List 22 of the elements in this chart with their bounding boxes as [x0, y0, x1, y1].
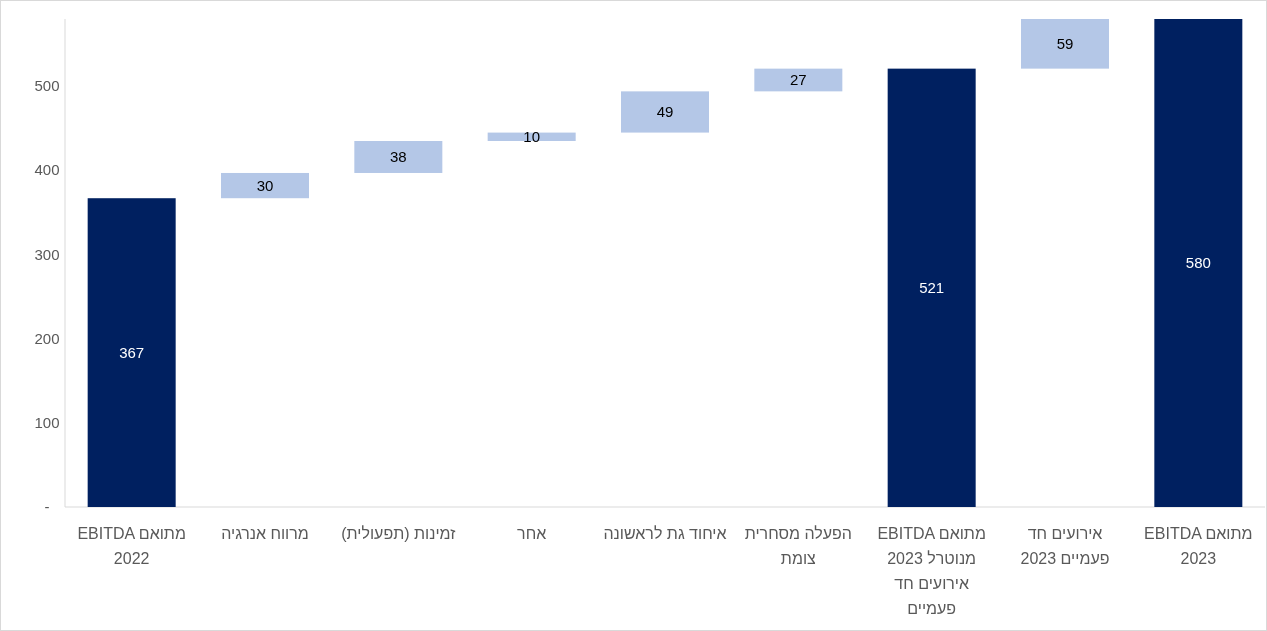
- data-label: 367: [119, 343, 145, 361]
- y-tick-label: 100: [34, 413, 60, 431]
- data-label: 59: [1056, 34, 1074, 52]
- x-tick-label: מרווח אנרגיה: [221, 525, 309, 542]
- y-tick-label: -: [44, 498, 50, 515]
- data-label: 521: [919, 278, 945, 296]
- x-tick-label: איחוד גת לראשונה: [603, 525, 727, 542]
- data-label: 580: [1185, 254, 1211, 271]
- data-label: 30: [256, 176, 274, 194]
- data-label: 38: [389, 147, 407, 165]
- y-tick-label: 200: [34, 329, 60, 347]
- x-tick-label: EBITDA מתואם 2023 מנוטרל אירועים חד פעמיים: [877, 525, 986, 617]
- x-tick-label: הפעלה מסחרית צומת: [744, 525, 852, 567]
- x-tick-label: אחר: [517, 525, 547, 542]
- y-tick-label: 400: [34, 161, 60, 179]
- y-tick-label: 500: [34, 77, 60, 95]
- x-tick-label: אירועים חד פעמיים 2023: [1020, 525, 1110, 567]
- x-tick-label: זמינות (תפעולית): [341, 525, 456, 542]
- data-label: 27: [789, 71, 807, 88]
- data-label: 10: [523, 127, 541, 145]
- y-tick-label: 300: [34, 245, 60, 263]
- data-label: 49: [656, 102, 674, 120]
